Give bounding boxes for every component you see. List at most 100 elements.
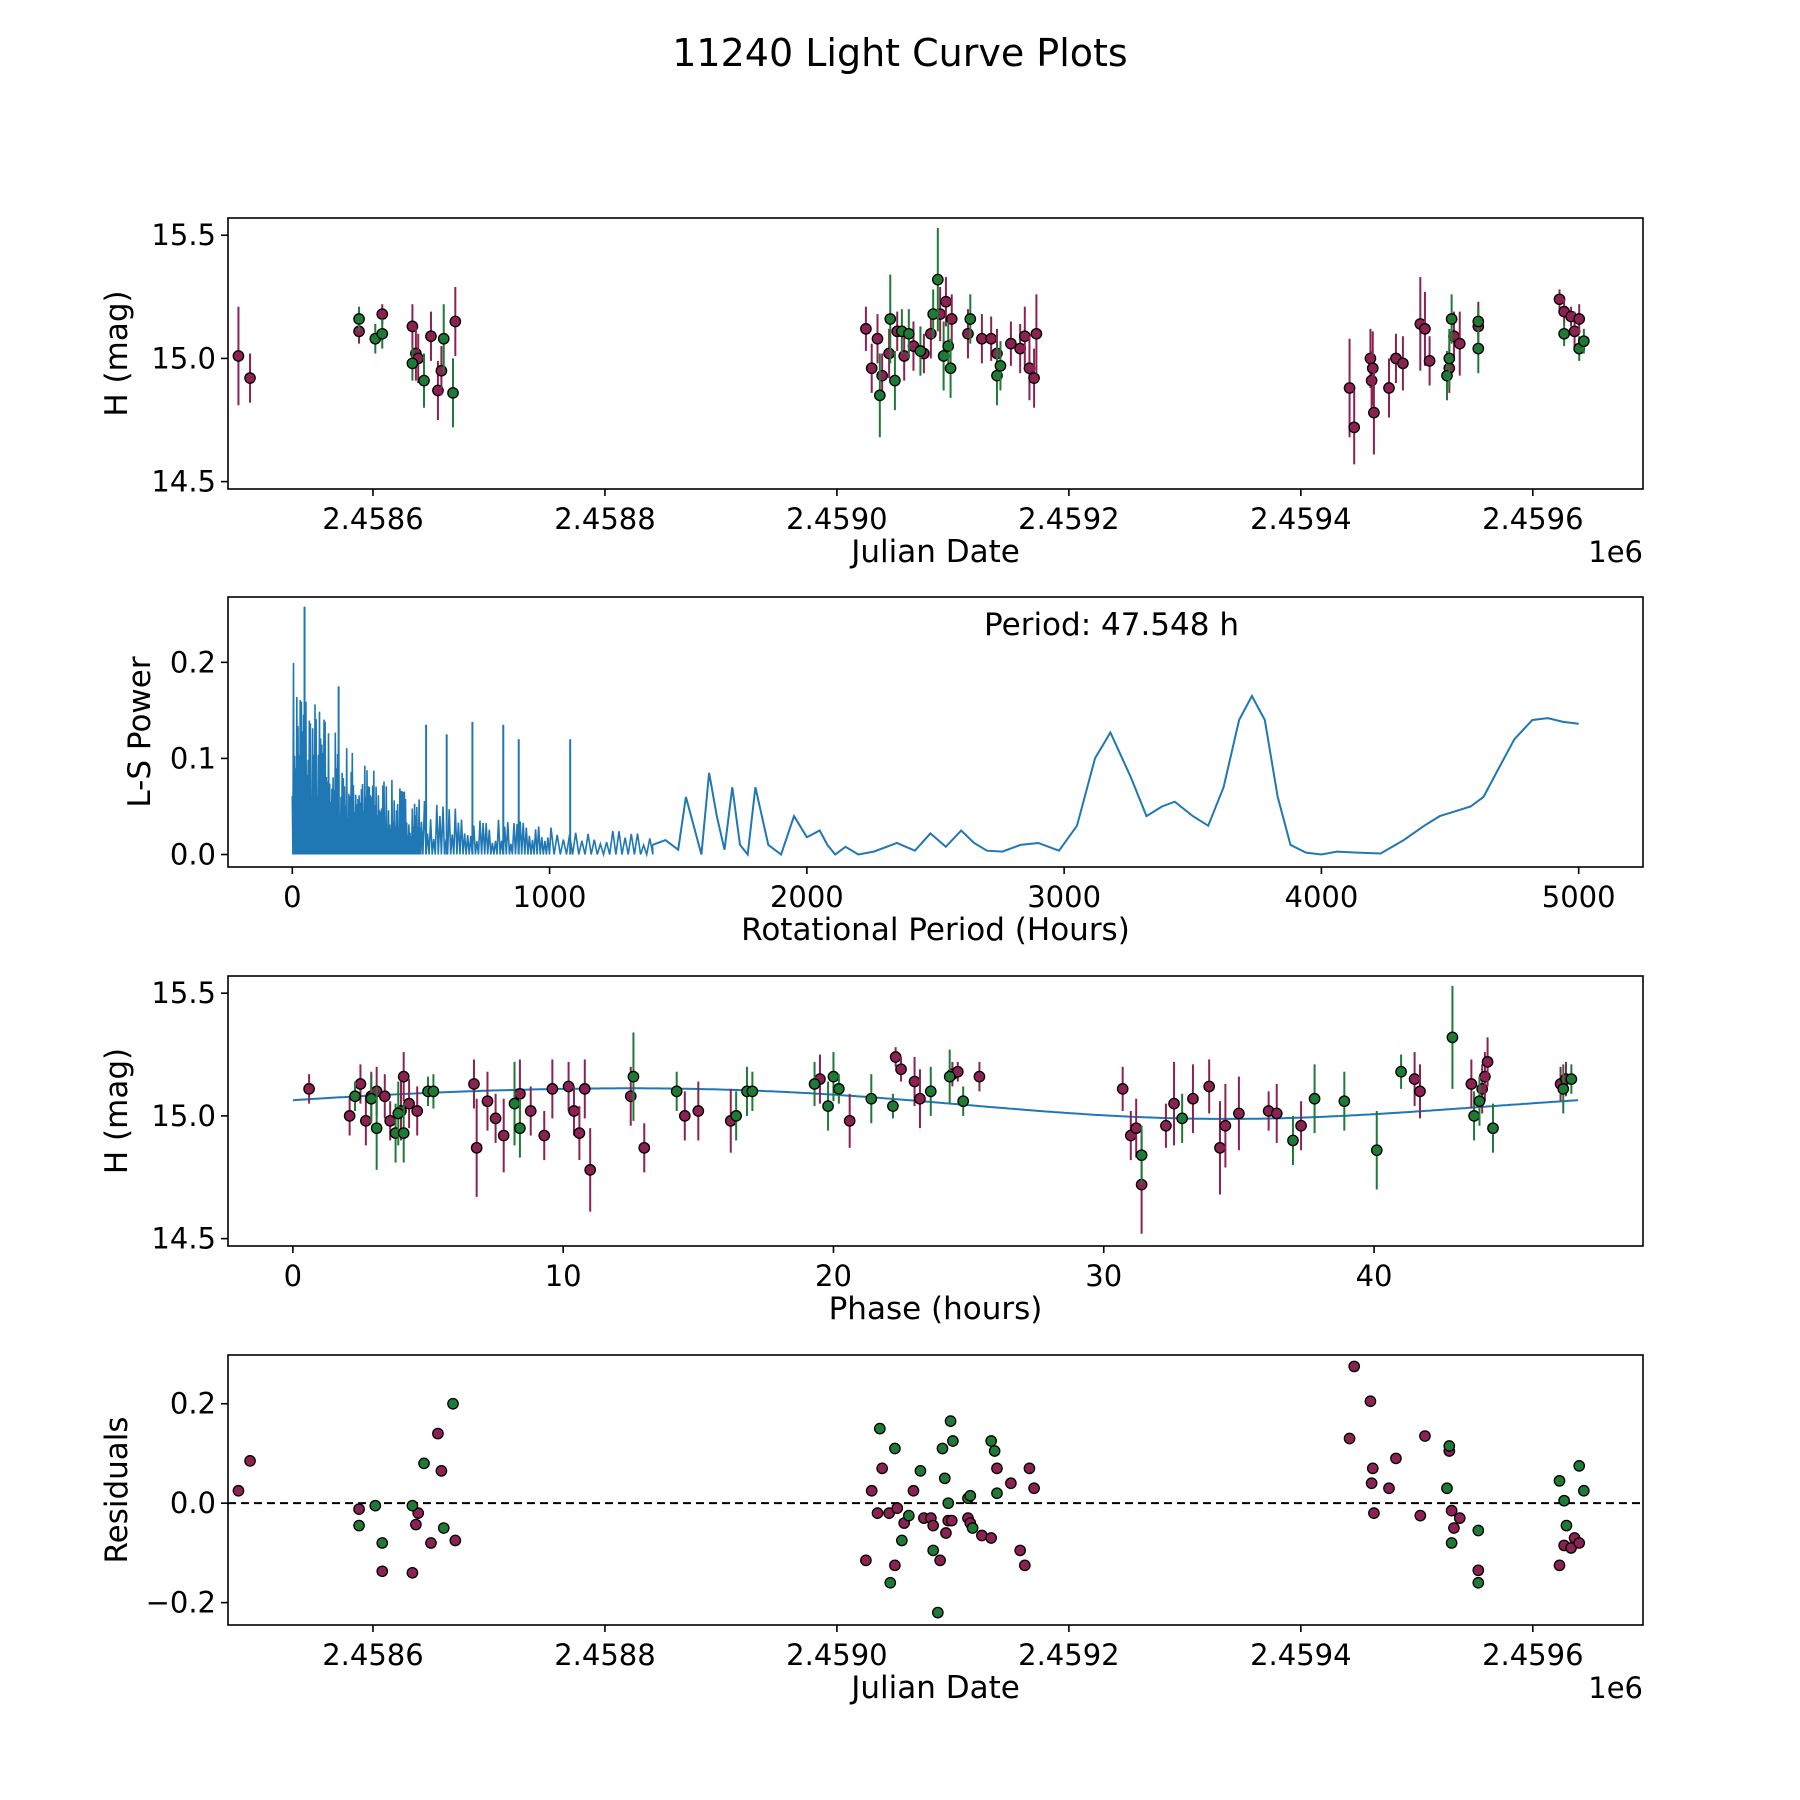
data-point-r (1465, 1078, 1478, 1090)
data-point-r (514, 1087, 526, 1100)
data-point-r (1295, 1119, 1307, 1132)
data-point-r (1214, 1141, 1226, 1154)
data-point-r (907, 1484, 920, 1497)
x-tick-label: 2.4586 (322, 502, 423, 536)
axes-frame-phased (227, 975, 1644, 1247)
data-point-r (865, 362, 878, 375)
data-point-r (927, 1519, 940, 1532)
data-point-r (562, 1080, 575, 1093)
data-point-g (1472, 315, 1485, 328)
data-point-r (876, 369, 888, 382)
period-annotation: Period: 47.548 h (984, 607, 1239, 643)
data-point-r (449, 315, 462, 328)
data-point-r (1348, 421, 1361, 434)
data-point-r (908, 1075, 921, 1088)
y-axis-label: H (mag) (99, 290, 135, 416)
data-point-r (1028, 372, 1040, 384)
data-point-r (468, 1078, 480, 1090)
data-point-g (1487, 1122, 1499, 1135)
data-point-r (303, 1083, 315, 1095)
data-point-r (1343, 382, 1356, 394)
data-point-r (871, 1507, 884, 1519)
data-point-g (1446, 1031, 1459, 1044)
data-point-r (406, 1566, 419, 1579)
data-point-r (678, 1110, 691, 1122)
data-point-g (376, 327, 389, 340)
x-tick-label: 2.4592 (1018, 502, 1119, 536)
data-point-r (876, 1462, 888, 1475)
data-point-g (370, 1122, 383, 1135)
data-point-g (1441, 369, 1453, 382)
data-point-r (860, 323, 872, 335)
x-tick-label: 2000 (770, 880, 844, 914)
data-point-r (1187, 1092, 1199, 1105)
data-point-g (808, 1078, 821, 1090)
data-point-r (1423, 355, 1436, 367)
data-point-g (931, 273, 944, 286)
data-point-r (925, 327, 937, 340)
data-point-r (1368, 1507, 1380, 1519)
data-point-r (1573, 1537, 1586, 1549)
data-point-g (884, 1576, 897, 1589)
data-point-r (843, 1114, 856, 1127)
x-tick-label: 2.4588 (554, 502, 655, 536)
data-point-r (568, 1105, 580, 1117)
data-point-g (966, 1522, 979, 1534)
data-point-g (1308, 1092, 1321, 1105)
data-point-r (1219, 1119, 1232, 1132)
data-point-r (1014, 1544, 1027, 1557)
data-point-r (1453, 1512, 1466, 1524)
data-point-r (411, 1105, 424, 1117)
data-point-g (988, 1445, 1001, 1457)
x-tick-label: 2.4596 (1482, 1638, 1583, 1672)
x-tick-label: 30 (1085, 1259, 1122, 1293)
data-point-g (865, 1092, 878, 1105)
data-point-r (1130, 1122, 1143, 1135)
data-point-r (940, 1527, 952, 1539)
x-axis-label: Rotational Period (Hours) (741, 912, 1130, 948)
data-point-r (1005, 1477, 1017, 1490)
x-tick-label: 20 (815, 1259, 852, 1293)
panel-lightcurve: 2.4586 2.4588 2.4590 2.4592 2.4594 2.4596 14.5… (99, 217, 1644, 570)
data-point-r (889, 1559, 901, 1572)
x-tick-label: 10 (545, 1259, 582, 1293)
data-point-g (1443, 1440, 1456, 1452)
data-point-g (1473, 1095, 1486, 1108)
data-point-r (889, 1051, 902, 1063)
y-tick-label: −0.2 (146, 1586, 216, 1620)
data-point-r (244, 1455, 256, 1467)
data-point-r (962, 327, 974, 340)
data-point-r (860, 1554, 872, 1567)
data-point-g (353, 1519, 365, 1532)
data-point-g (1468, 1110, 1480, 1122)
data-point-r (985, 332, 998, 345)
y-tick-label: 15.5 (151, 976, 216, 1010)
plot-area-residuals (228, 1360, 1643, 1619)
data-point-g (514, 1122, 526, 1135)
y-tick-label: 15.0 (151, 341, 216, 375)
data-point-r (435, 364, 448, 377)
data-point-r (1365, 1477, 1378, 1490)
data-point-r (1414, 1509, 1427, 1522)
data-point-r (397, 1070, 410, 1083)
data-point-r (991, 1462, 1003, 1475)
data-point-g (827, 1070, 840, 1083)
data-point-g (365, 1092, 378, 1105)
plot-area-periodogram (291, 606, 1579, 858)
data-point-g (914, 1465, 927, 1477)
data-point-g (1472, 1576, 1485, 1589)
axes-frame-residuals (227, 1354, 1644, 1626)
power-dense-region (291, 662, 654, 858)
x-axis-label: Julian Date (849, 534, 1020, 570)
x-tick-label: 3000 (1027, 880, 1101, 914)
data-point-g (931, 1606, 944, 1619)
x-tick-label: 2.4594 (1250, 1638, 1351, 1672)
data-point-r (883, 347, 895, 360)
data-point-r (1553, 1559, 1566, 1572)
data-point-g (936, 1442, 949, 1455)
data-point-g (369, 1499, 382, 1512)
data-point-r (481, 1095, 494, 1108)
data-point-g (943, 1070, 956, 1083)
